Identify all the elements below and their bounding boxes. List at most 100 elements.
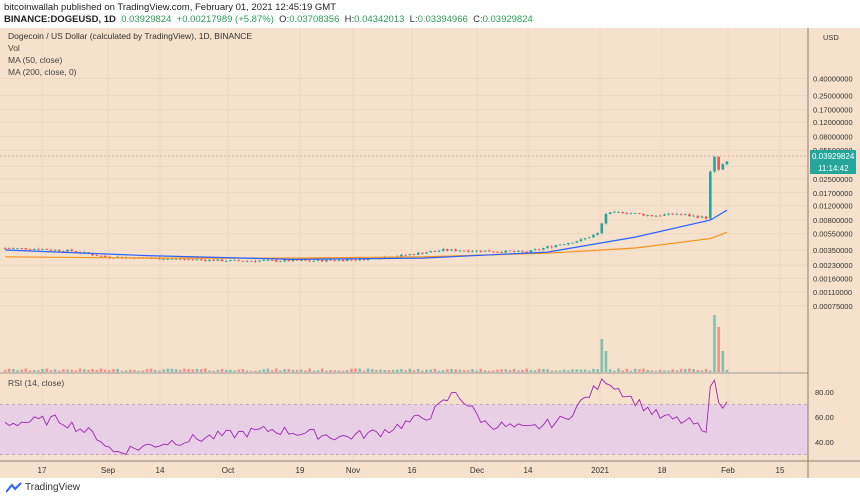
volume-bar [320, 368, 324, 372]
volume-bar [258, 370, 261, 372]
candle-body [571, 242, 574, 244]
volume-bar [617, 368, 620, 372]
candle-body [99, 255, 103, 257]
volume-bar [454, 369, 458, 372]
volume-bar [66, 369, 69, 372]
price-axis[interactable]: 0.40000000 0.25000000 0.17000000 0.12000000… [813, 74, 853, 310]
candle-body [24, 248, 28, 250]
volume-bar [291, 369, 295, 372]
candle-body [437, 250, 441, 252]
volume-bar [471, 369, 474, 372]
volume-bar [613, 370, 616, 372]
candle-body [500, 251, 503, 253]
volume-bar [370, 369, 374, 372]
candle-body [713, 156, 716, 172]
volume-bar [183, 368, 186, 372]
candle-body [295, 259, 299, 261]
candle-body [95, 255, 99, 257]
time-tick-label: 16 [408, 466, 417, 475]
volume-bar [249, 370, 253, 372]
candle-body [70, 249, 74, 252]
candle-body [525, 251, 528, 253]
candle-body [667, 213, 670, 215]
volume-bar [224, 369, 228, 372]
candle-body [638, 213, 641, 214]
candle-body [7, 248, 11, 249]
candle-body [199, 259, 203, 261]
candle-body [208, 259, 211, 261]
volume-bar [191, 369, 195, 372]
volume-bar [233, 370, 236, 372]
candle-body [49, 249, 53, 251]
candle-body [350, 259, 353, 261]
volume-bar [37, 370, 40, 372]
time-tick-label: 18 [658, 466, 667, 475]
candle-body [654, 215, 658, 217]
candle-body [471, 251, 474, 253]
rsi-line [4, 378, 728, 455]
volume-bar [629, 370, 633, 372]
price-change: +0.00217989 (+5.87%) [176, 14, 274, 25]
price-tick-label: 0.00800000 [813, 216, 853, 225]
close-label: C: [473, 14, 483, 25]
candle-body [312, 260, 316, 262]
candle-body [487, 250, 491, 252]
price-tick-label: 0.08000000 [813, 133, 853, 142]
candle-body [28, 249, 32, 251]
volume-bar [437, 370, 441, 372]
volume-bar [416, 369, 420, 372]
candle-body [725, 161, 729, 165]
volume-bar [709, 370, 712, 372]
volume-bar [308, 368, 311, 372]
volume-bar [229, 369, 232, 372]
price-tick-label: 0.00550000 [813, 230, 853, 239]
price-tick-label: 0.00110000 [813, 288, 852, 297]
volume-bar [300, 369, 303, 372]
volume-bar [70, 369, 74, 372]
candle-body [220, 259, 224, 262]
candle-body [174, 258, 178, 260]
volume-bar [325, 370, 328, 372]
candle-body [608, 212, 612, 215]
candle-body [216, 259, 220, 261]
volume-bar [274, 368, 278, 372]
time-axis[interactable]: 17 Sep 14 Oct 19 Nov 16 Dec 14 2021 18 Feb 15 [38, 466, 785, 475]
volume-bar [404, 370, 407, 372]
volume-bar [608, 369, 612, 372]
volume-bar [408, 368, 412, 372]
volume-bar [688, 368, 691, 372]
candle-body [258, 260, 261, 262]
candle-body [475, 250, 478, 252]
volume-bar [692, 368, 695, 372]
rsi-axis: 80.00 60.00 40.00 [815, 388, 834, 447]
candle-body [279, 261, 282, 263]
brand-name: TradingView [25, 482, 81, 493]
price-tick-label: 0.12000000 [813, 118, 853, 127]
candle-body [187, 259, 190, 261]
price-tick-label: 0.00160000 [813, 274, 853, 283]
candle-body [354, 259, 357, 261]
price-tick-label: 0.00350000 [813, 246, 853, 255]
price-chart[interactable]: 0.40000000 0.25000000 0.17000000 0.12000000… [0, 28, 860, 478]
publish-line: bitcoinwallah published on TradingView.c… [4, 2, 336, 13]
volume-bar [604, 351, 608, 372]
candle-body [245, 260, 249, 262]
ma50-line [4, 209, 728, 261]
candle-body [204, 259, 207, 261]
volume-bar [387, 370, 391, 372]
volume-bar [446, 369, 449, 372]
volume-bar [633, 368, 637, 372]
volume-bar [149, 368, 153, 372]
footer: TradingView [0, 478, 860, 498]
price-tick-label: 0.17000000 [813, 105, 853, 114]
time-tick-label: 14 [156, 466, 165, 475]
volume-bar [241, 369, 245, 372]
candle-body [162, 259, 165, 261]
candle-body [562, 244, 566, 246]
volume-bar [28, 370, 32, 372]
volume-bar [128, 369, 132, 372]
candle-body [458, 250, 462, 252]
candle-body [233, 259, 236, 261]
volume-bar [95, 369, 99, 372]
candle-body [583, 238, 587, 240]
